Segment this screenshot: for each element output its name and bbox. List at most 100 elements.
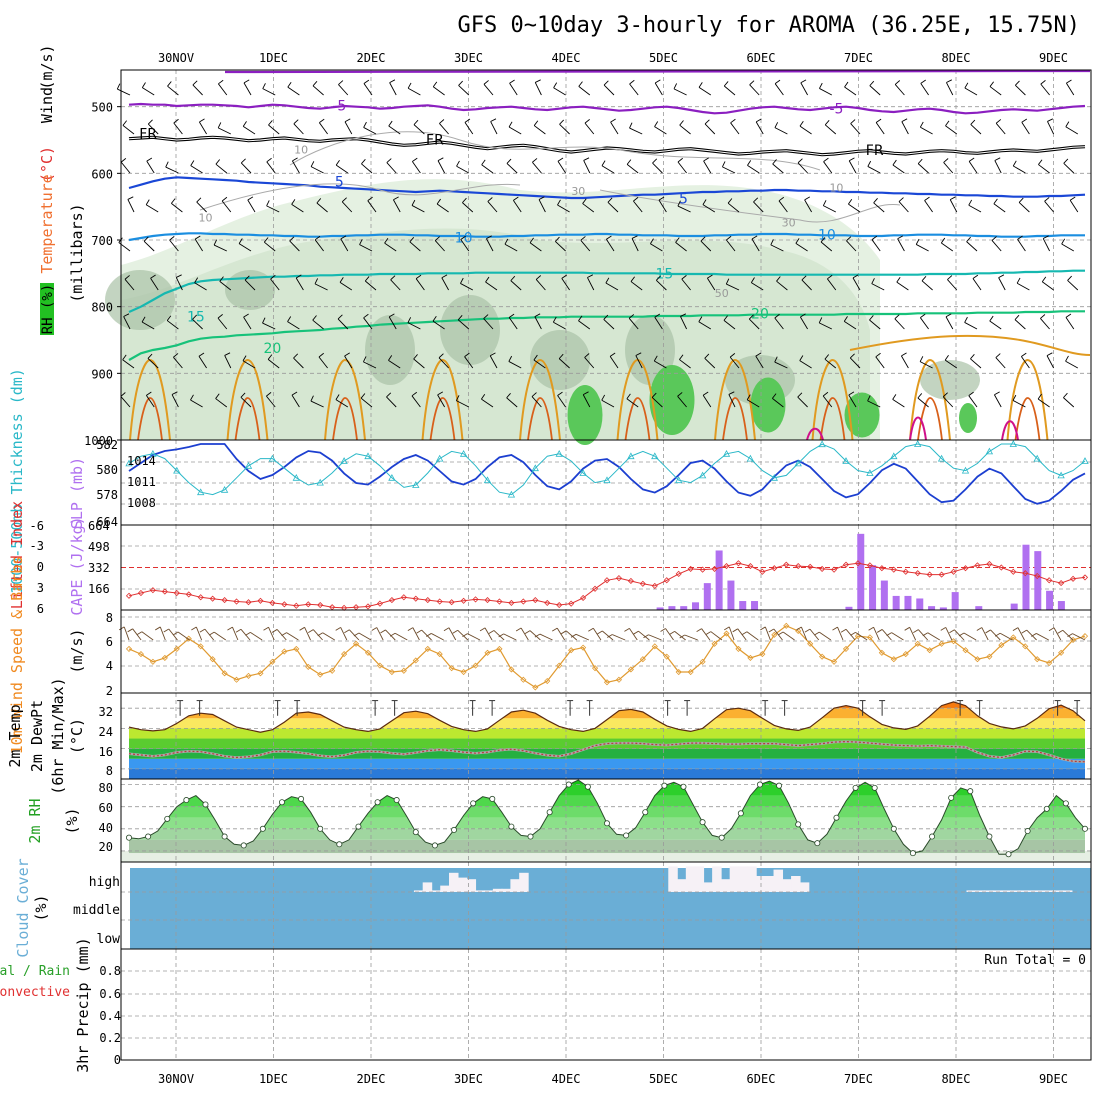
wind-barb xyxy=(673,83,687,96)
wind-barb-flag xyxy=(1044,197,1050,202)
wind-barb-staff xyxy=(142,87,155,96)
rh-shade-dark xyxy=(920,360,980,400)
wind-barb-flag xyxy=(945,120,950,127)
lifted-index-point xyxy=(890,566,897,573)
isotherm-20 xyxy=(128,310,1085,361)
wind-barb xyxy=(512,196,522,213)
wind-barb-flag xyxy=(213,239,218,246)
wind-barb-flag xyxy=(924,196,930,201)
wind-barb-flag xyxy=(219,276,224,282)
wind-speed-point xyxy=(890,656,897,663)
wind-barb-flag xyxy=(1066,79,1072,84)
wind-barb-staff xyxy=(991,240,1002,252)
wind-barb-flag xyxy=(753,197,759,203)
surface-barb-flag xyxy=(155,626,161,631)
wind-barb xyxy=(871,235,881,252)
lifted-index-point xyxy=(197,594,204,601)
lifted-index-point xyxy=(508,599,515,606)
wind-barb xyxy=(609,352,619,369)
wind-barb xyxy=(393,196,401,213)
wind-barb xyxy=(944,354,958,369)
wind-barb xyxy=(819,82,833,96)
surface-barb-staff xyxy=(746,631,759,641)
wind-barb-flag xyxy=(243,79,250,84)
wind-barb-flag xyxy=(513,196,519,201)
wind-speed-point xyxy=(878,649,885,656)
wind-barb xyxy=(437,157,445,174)
wind-barb xyxy=(464,352,474,369)
wind-barb xyxy=(247,196,256,213)
lifted-index-point xyxy=(436,598,443,605)
wind-barb-flag xyxy=(287,316,292,322)
cloud-high-bar xyxy=(1036,890,1047,892)
wind-barb xyxy=(750,277,764,291)
wind-barb-flag xyxy=(319,118,325,124)
lifted-index-point xyxy=(866,562,873,569)
wind-barb-staff xyxy=(799,360,812,369)
cape-bar xyxy=(715,550,723,610)
wind-barb-staff xyxy=(749,84,760,96)
lifted-index-point xyxy=(926,571,933,578)
wind-barb-flag xyxy=(799,355,804,361)
wind-barb-flag xyxy=(533,120,539,126)
date-label-bottom: 5DEC xyxy=(649,1072,678,1086)
surface-wind-barb xyxy=(922,632,941,641)
wind-barb xyxy=(892,159,905,174)
surface-wind-barb xyxy=(904,626,916,641)
wind-barb-staff xyxy=(147,123,159,135)
wind-barb xyxy=(698,316,712,330)
wind-barb-flag xyxy=(413,354,418,360)
wind-barb-staff xyxy=(266,161,276,174)
surface-wind-barb xyxy=(679,634,698,641)
wind-barb-staff xyxy=(219,281,232,291)
wind-barb-staff xyxy=(412,161,421,174)
cape-bar xyxy=(668,606,676,610)
wind-barb xyxy=(120,392,131,408)
lifted-index-point xyxy=(627,577,634,585)
thickness-point xyxy=(985,447,994,455)
cape-bar xyxy=(751,601,759,610)
wind-barb xyxy=(919,356,933,369)
wind-barb-flag xyxy=(199,118,205,123)
wind-barb-flag xyxy=(827,274,833,280)
wind-barb xyxy=(386,158,397,174)
contour-label: 15 xyxy=(187,310,205,326)
wind-barb-flag xyxy=(629,122,633,129)
wind-barb-staff xyxy=(533,359,546,369)
lifted-index-point xyxy=(998,564,1005,571)
surface-barb-staff xyxy=(764,626,771,641)
surface-wind-barb xyxy=(741,631,759,641)
wind-barb-staff xyxy=(726,283,740,291)
surface-wind-barb xyxy=(633,630,650,641)
surface-barb-flag xyxy=(1067,633,1073,638)
wind-barb-staff xyxy=(335,164,349,174)
surface-barb-staff xyxy=(981,627,989,641)
wind-barb-staff xyxy=(117,88,131,96)
wind-barb-staff xyxy=(875,356,885,369)
wind-barb-staff xyxy=(867,166,881,174)
wind-barb xyxy=(295,274,304,291)
pressure-tick: 700 xyxy=(91,234,113,248)
wind-barb-staff xyxy=(702,395,712,408)
wind-barb-staff xyxy=(605,239,615,252)
cloud-high-bar xyxy=(966,890,976,892)
wind-barb xyxy=(122,354,135,369)
surface-barb-staff xyxy=(963,632,977,641)
surface-wind-barb xyxy=(136,631,154,641)
wind-barb-staff xyxy=(723,320,736,330)
wind-barb-flag xyxy=(583,157,590,161)
surface-barb-flag xyxy=(804,628,811,633)
wind-barb-staff xyxy=(723,85,736,96)
wind-barb-flag xyxy=(124,275,130,280)
wind-barb xyxy=(1018,197,1030,213)
wind-barb-flag xyxy=(434,236,440,241)
wind-barb xyxy=(722,161,736,174)
lifted-index-point xyxy=(305,601,312,608)
wind-barb xyxy=(413,119,425,135)
wind-speed-point xyxy=(962,647,969,654)
surface-barb-flag xyxy=(705,631,712,635)
wind-barb xyxy=(262,317,276,330)
wind-barb-staff xyxy=(824,358,837,369)
wind-barb-staff xyxy=(506,163,518,174)
wind-barb-staff xyxy=(122,125,135,135)
